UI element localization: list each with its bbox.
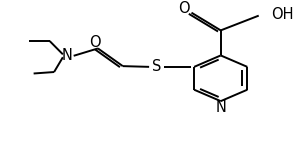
Text: N: N: [62, 48, 73, 63]
Text: O: O: [89, 35, 101, 50]
Text: S: S: [152, 59, 161, 74]
Text: O: O: [179, 1, 190, 16]
Text: OH: OH: [271, 7, 294, 22]
Text: N: N: [215, 100, 226, 115]
